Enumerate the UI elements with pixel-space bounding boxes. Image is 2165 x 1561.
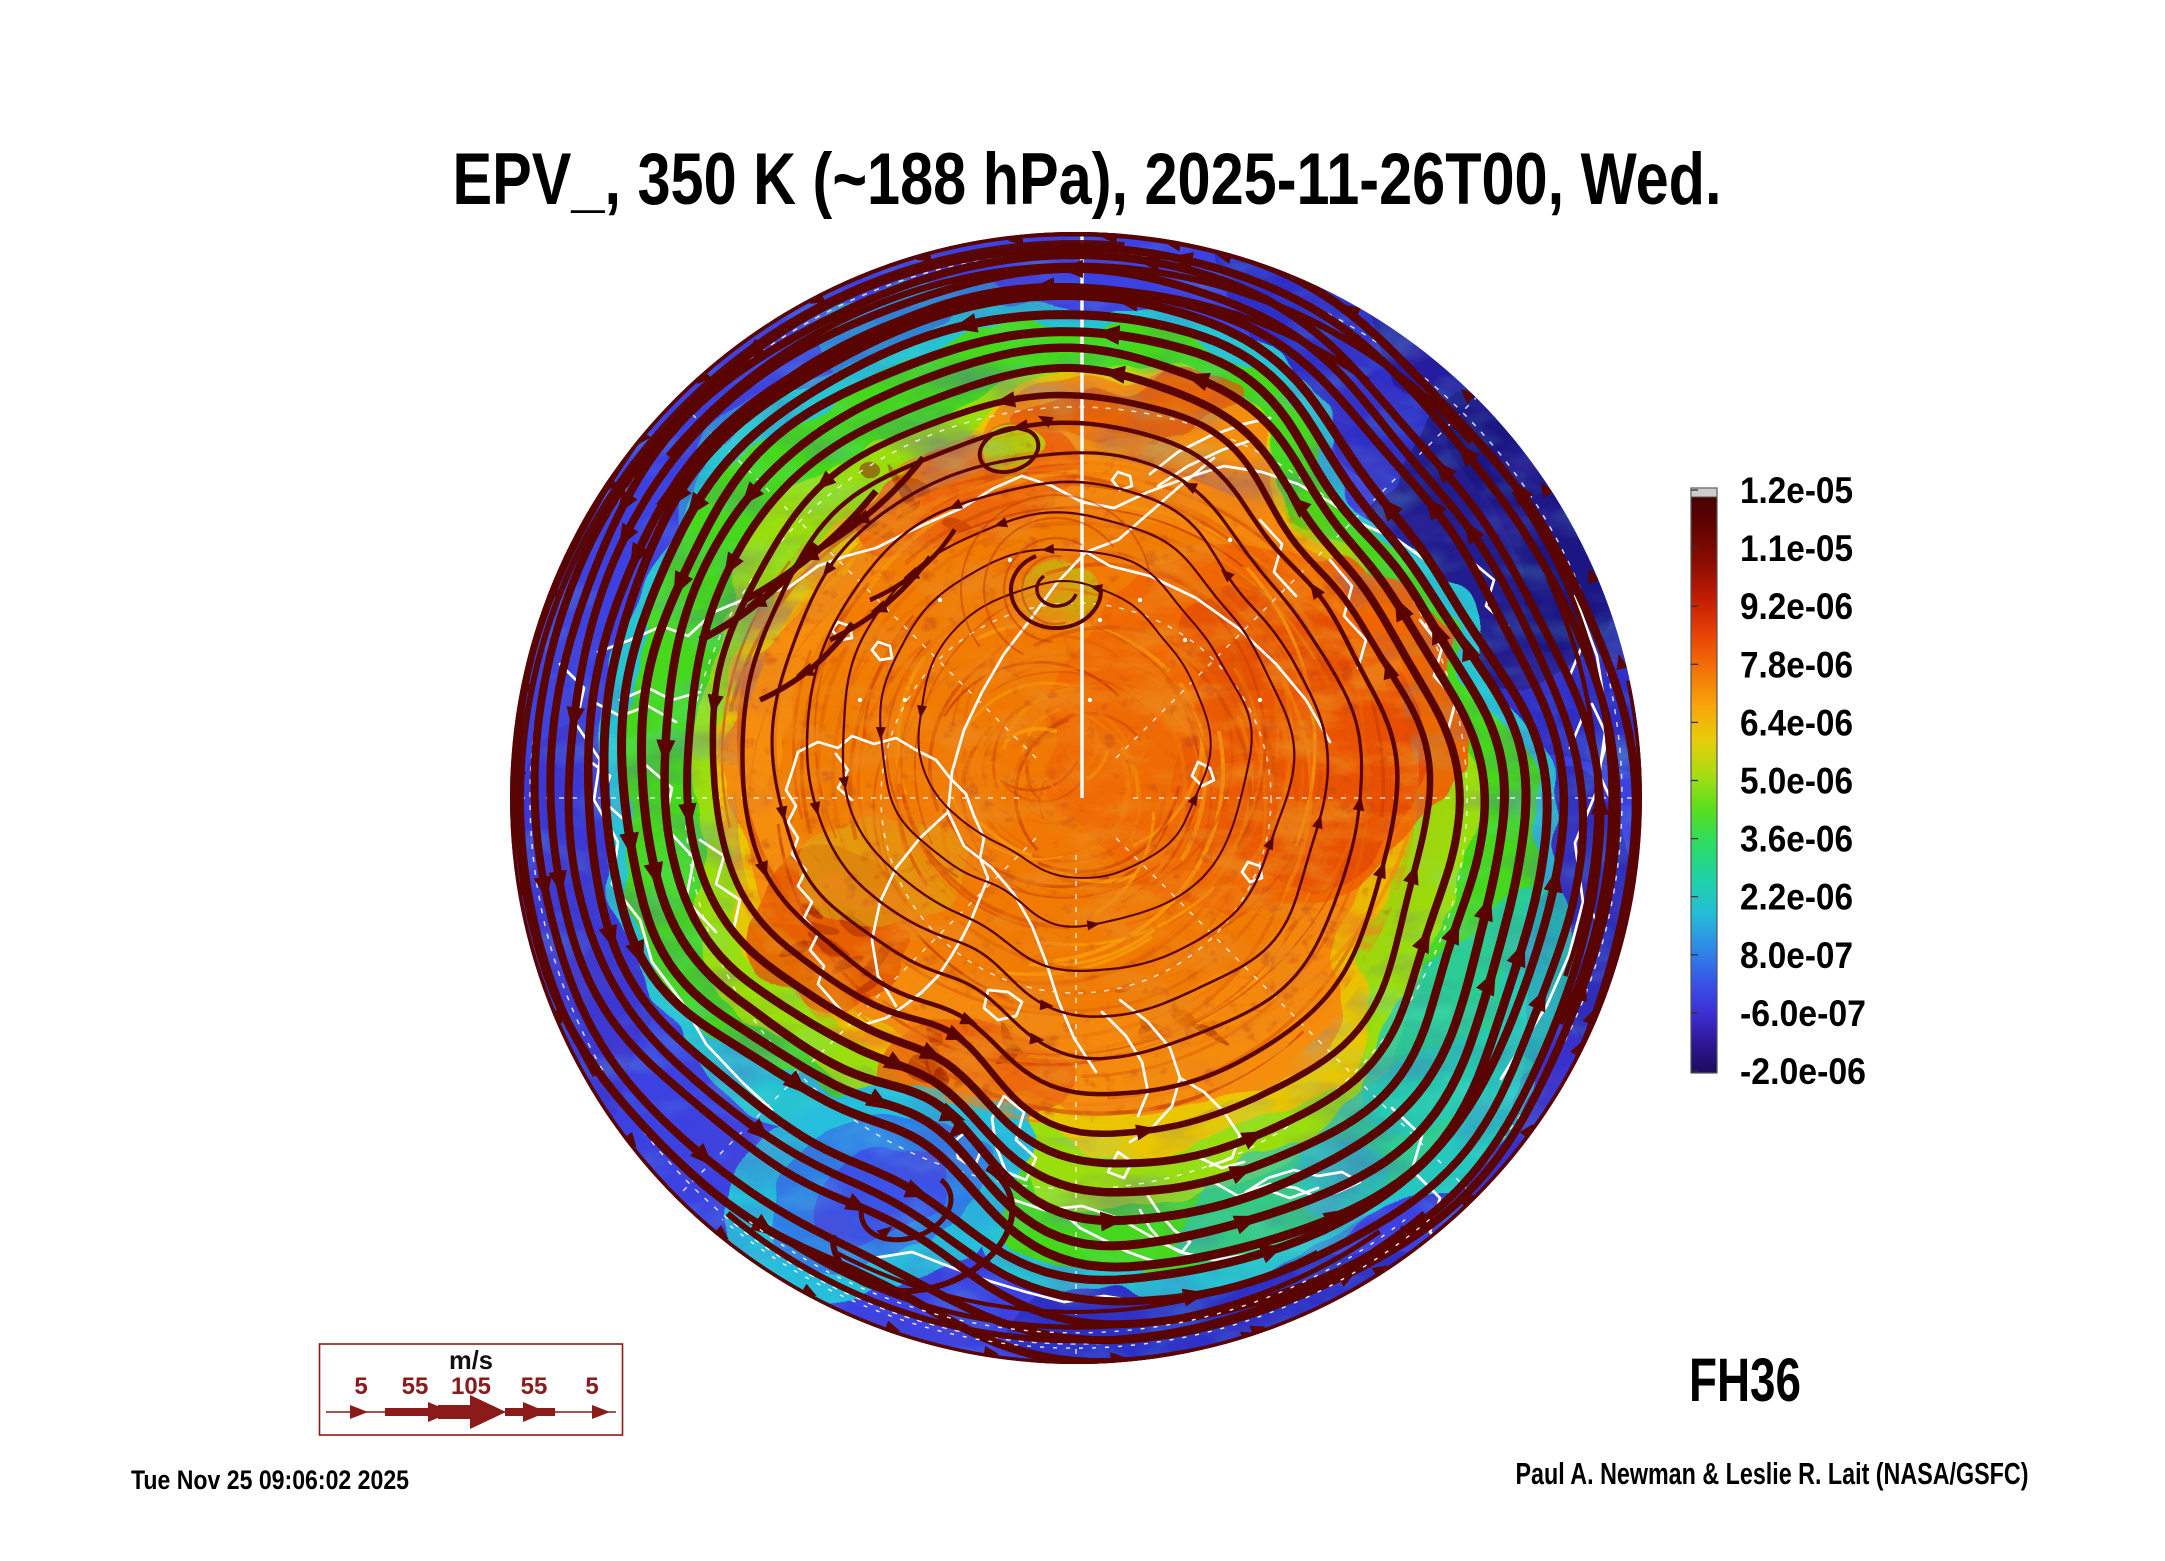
svg-text:-2.0e-06: -2.0e-06 [1740, 1051, 1866, 1092]
svg-text:6.4e-06: 6.4e-06 [1740, 702, 1853, 743]
svg-text:7.8e-06: 7.8e-06 [1740, 644, 1853, 685]
svg-text:2.2e-06: 2.2e-06 [1740, 877, 1853, 918]
svg-text:1.2e-05: 1.2e-05 [1740, 470, 1853, 511]
svg-text:55: 55 [402, 1373, 429, 1400]
svg-text:55: 55 [521, 1373, 548, 1400]
svg-text:3.6e-06: 3.6e-06 [1740, 819, 1853, 860]
svg-text:FH36: FH36 [1689, 1346, 1801, 1414]
svg-text:Paul A. Newman & Leslie R. Lai: Paul A. Newman & Leslie R. Lait (NASA/GS… [1516, 1456, 2029, 1491]
svg-text:5: 5 [354, 1373, 367, 1400]
svg-text:8.0e-07: 8.0e-07 [1740, 935, 1853, 976]
svg-text:5: 5 [585, 1373, 598, 1400]
svg-text:-6.0e-07: -6.0e-07 [1740, 993, 1866, 1034]
svg-text:EPV_, 350 K (~188 hPa), 2025-1: EPV_, 350 K (~188 hPa), 2025-11-26T00, W… [453, 139, 1722, 220]
svg-text:9.2e-06: 9.2e-06 [1740, 586, 1853, 627]
svg-text:m/s: m/s [449, 1345, 493, 1375]
svg-text:5.0e-06: 5.0e-06 [1740, 761, 1853, 802]
svg-text:Tue Nov 25 09:06:02 2025: Tue Nov 25 09:06:02 2025 [131, 1465, 409, 1495]
svg-text:1.1e-05: 1.1e-05 [1740, 528, 1853, 569]
